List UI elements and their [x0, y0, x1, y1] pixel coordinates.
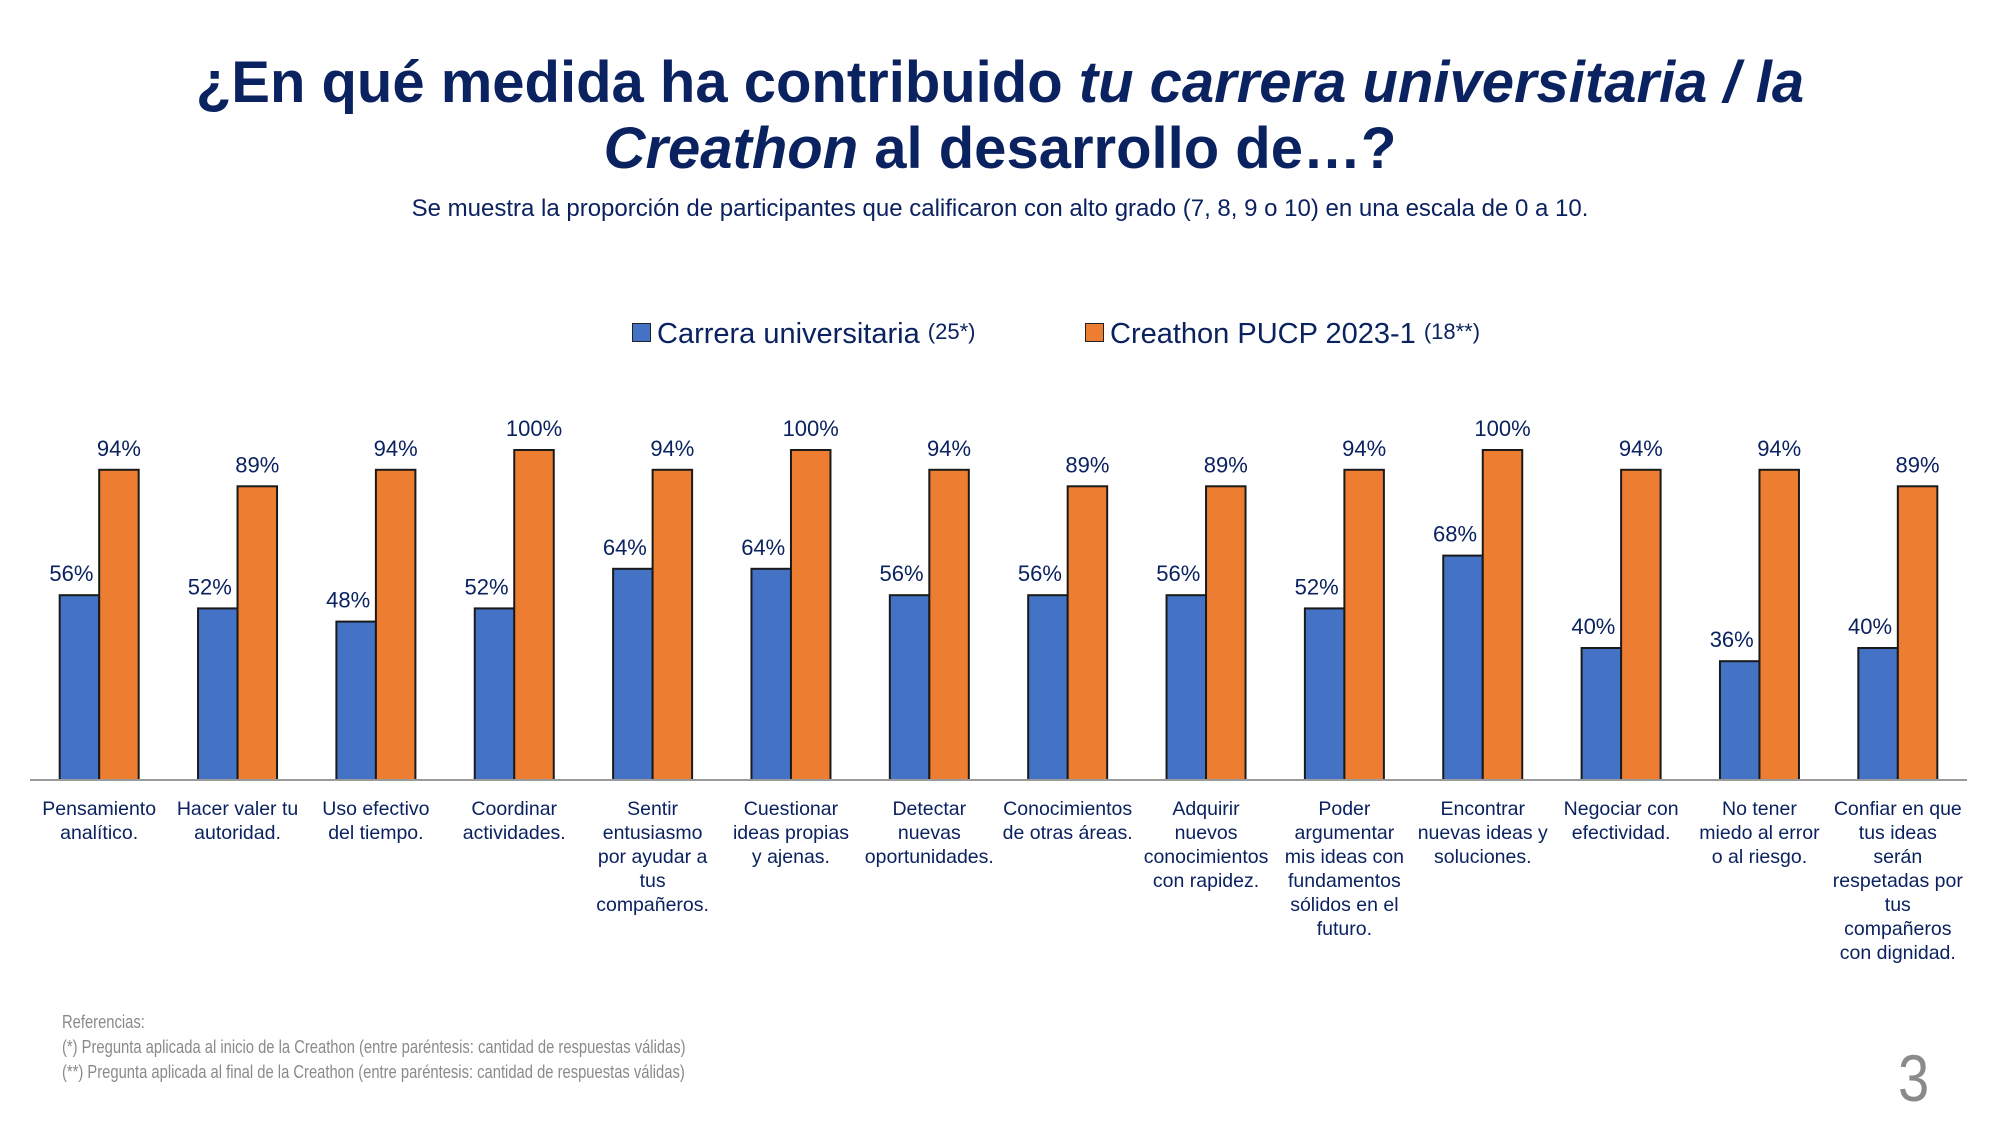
category-label-10: Encontrar nuevas ideas y soluciones.	[1417, 798, 1548, 868]
category-label-7: Conocimientos de otras áreas.	[1002, 798, 1133, 844]
data-label-carrera-10: 68%	[1433, 522, 1477, 547]
category-label-9: Poder argumentar mis ideas con fundamentos s…	[1284, 798, 1404, 940]
category-label-4: Sentir entusiasmo por ayudar a tus compañero…	[596, 798, 709, 916]
data-label-creathon-13: 89%	[1896, 452, 1940, 477]
data-label-carrera-1: 52%	[188, 574, 232, 599]
legend-label-creathon: Creathon PUCP 2023-1	[1110, 318, 1416, 350]
bar-carrera-7	[1027, 594, 1069, 782]
bar-creathon-2	[374, 468, 417, 781]
data-label-carrera-2: 48%	[326, 588, 370, 613]
bar-carrera-9	[1303, 607, 1346, 782]
category-label-8: Adquirir nuevos conocimientos con rapidez.	[1143, 798, 1269, 892]
data-label-carrera-3: 52%	[464, 574, 508, 599]
category-label-11: Negociar con efectividad.	[1563, 798, 1679, 844]
legend-count-carrera: (25*)	[927, 319, 976, 344]
slide-subtitle: Se muestra la proporción de participante…	[411, 195, 1589, 222]
category-label-13: Confiar en que tus ideas serán respetadas p…	[1832, 798, 1963, 964]
category-label-2: Uso efectivo del tiempo.	[322, 798, 430, 844]
bar-creathon-6	[928, 468, 970, 781]
title-part-0: ¿En qué medida ha contribuido	[195, 50, 1079, 115]
bar-carrera-5	[750, 567, 792, 781]
reference-line-2: (**) Pregunta aplicada al final de la Cr…	[62, 1062, 685, 1082]
data-label-carrera-11: 40%	[1571, 614, 1615, 639]
bar-carrera-6	[888, 594, 931, 782]
data-label-creathon-8: 89%	[1204, 452, 1248, 477]
category-label-6: Detectar nuevas oportunidades.	[864, 798, 994, 868]
bar-carrera-12	[1718, 660, 1761, 782]
category-label-5: Cuestionar ideas propias y ajenas.	[732, 798, 849, 868]
data-label-carrera-12: 36%	[1710, 627, 1754, 652]
bar-creathon-0	[98, 468, 140, 781]
data-label-carrera-7: 56%	[1018, 561, 1062, 586]
data-label-creathon-5: 100%	[783, 416, 839, 441]
title-part-3: Creathon	[603, 116, 859, 181]
bar-carrera-0	[58, 594, 101, 782]
bar-creathon-12	[1758, 468, 1800, 781]
page-number: 3	[1898, 1041, 1930, 1115]
reference-line-1: (*) Pregunta aplicada al inicio de la Cr…	[62, 1037, 686, 1057]
bar-creathon-9	[1343, 468, 1385, 781]
data-label-creathon-3: 100%	[506, 416, 562, 441]
category-label-0: Pensamiento analítico.	[42, 798, 157, 844]
data-label-creathon-7: 89%	[1065, 452, 1109, 477]
legend-swatch-creathon	[1085, 322, 1104, 342]
data-label-carrera-6: 56%	[880, 561, 924, 586]
bar-carrera-13	[1857, 647, 1899, 781]
legend-label-carrera: Carrera universitaria	[657, 318, 920, 350]
bar-carrera-11	[1580, 647, 1623, 781]
data-label-carrera-13: 40%	[1848, 614, 1892, 639]
data-label-creathon-12: 94%	[1757, 436, 1801, 461]
data-label-creathon-4: 94%	[650, 436, 694, 461]
legend-count-creathon: (18**)	[1423, 319, 1481, 344]
category-label-3: Coordinar actividades.	[462, 798, 566, 844]
bar-carrera-10	[1442, 554, 1484, 781]
title-part-4: al desarrollo de…?	[858, 116, 1397, 181]
bar-creathon-8	[1205, 485, 1247, 781]
data-label-creathon-1: 89%	[235, 452, 279, 477]
bar-creathon-13	[1896, 485, 1939, 781]
bar-creathon-7	[1066, 485, 1109, 781]
bar-carrera-4	[612, 567, 654, 781]
data-label-creathon-6: 94%	[927, 436, 971, 461]
bar-carrera-2	[335, 620, 377, 781]
references-heading: Referencias:	[62, 1012, 145, 1032]
legend-swatch-carrera	[632, 322, 651, 342]
legend-item-creathon: Creathon PUCP 2023-1 (18**)	[1085, 318, 1480, 351]
data-label-creathon-0: 94%	[97, 436, 141, 461]
bar-creathon-10	[1481, 449, 1524, 781]
legend-item-carrera: Carrera universitaria (25*)	[632, 318, 975, 351]
data-label-creathon-10: 100%	[1474, 416, 1530, 441]
data-label-carrera-9: 52%	[1295, 574, 1339, 599]
title-part-1: tu carrera universitaria / la	[1078, 50, 1805, 115]
data-label-carrera-0: 56%	[49, 561, 93, 586]
data-label-carrera-8: 56%	[1156, 561, 1200, 586]
category-label-12: No tener miedo al error o al riesgo.	[1699, 798, 1820, 868]
data-label-creathon-9: 94%	[1342, 436, 1386, 461]
bar-creathon-3	[513, 449, 555, 781]
bar-carrera-8	[1165, 594, 1208, 782]
category-label-1: Hacer valer tu autoridad.	[176, 798, 299, 844]
bar-creathon-4	[651, 468, 694, 781]
data-label-carrera-4: 64%	[603, 535, 647, 560]
bar-creathon-5	[789, 449, 832, 781]
bar-carrera-3	[473, 607, 516, 782]
bar-creathon-11	[1620, 468, 1662, 781]
slide-title: ¿En qué medida ha contribuido tu carrera…	[0, 50, 2000, 182]
data-label-creathon-11: 94%	[1619, 436, 1663, 461]
references: Referencias: (*) Pregunta aplicada al in…	[62, 1010, 686, 1085]
data-label-carrera-5: 64%	[741, 535, 785, 560]
bar-creathon-1	[236, 485, 279, 781]
bar-carrera-1	[197, 607, 239, 782]
data-label-creathon-2: 94%	[374, 436, 418, 461]
chart-legend: Carrera universitaria (25*) Creathon PUC…	[0, 318, 2000, 358]
